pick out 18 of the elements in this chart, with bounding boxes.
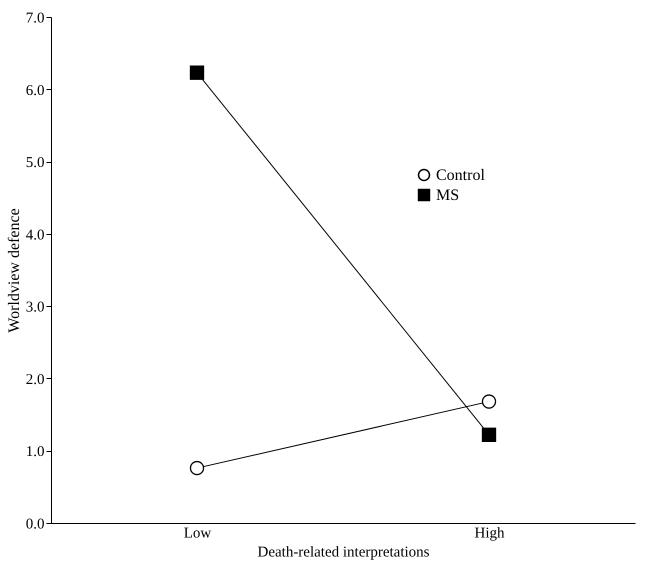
point	[482, 428, 496, 442]
legend-label: MS	[436, 187, 460, 204]
x-tick-label: Low	[184, 526, 212, 542]
point	[482, 394, 496, 409]
y-tick-label: 5.0	[26, 155, 44, 172]
y-tick-label: 4.0	[26, 227, 44, 244]
y-tick-label: 7.0	[26, 10, 44, 26]
y-tick-label: 0.0	[26, 516, 44, 532]
y-tick-label: 1.0	[26, 444, 44, 460]
y-axis-title: Worldview defence	[6, 208, 23, 333]
x-axis-title: Death-related interpretations	[257, 544, 430, 560]
x-tick-label: High	[474, 526, 505, 542]
y-tick-label: 6.0	[26, 82, 44, 99]
y-tick-label: 2.0	[26, 372, 44, 388]
point	[190, 460, 204, 476]
y-tick-label: 3.0	[26, 300, 44, 316]
legend-label: Control	[436, 167, 486, 184]
point	[190, 65, 204, 80]
